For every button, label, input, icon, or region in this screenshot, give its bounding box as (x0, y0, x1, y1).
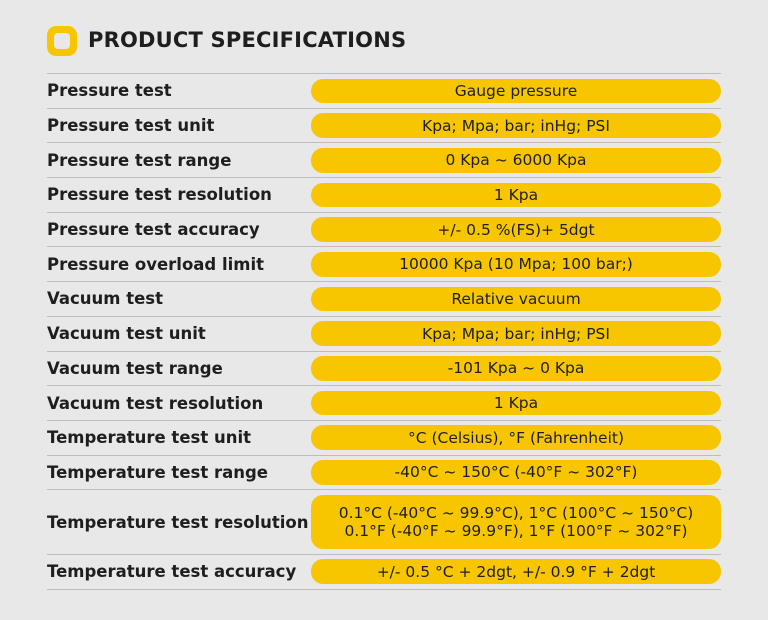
value-line: 1 Kpa (493, 185, 539, 204)
spec-row: Pressure test range 0 Kpa ~ 6000 Kpa (47, 143, 721, 179)
value-line: Kpa; Mpa; bar; inHg; PSI (422, 324, 610, 343)
spec-value: 10000 Kpa (10 Mpa; 100 bar;) (311, 251, 721, 277)
value-line: °C (Celsius), °F (Fahrenheit) (407, 428, 625, 447)
spec-value: °C (Celsius), °F (Fahrenheit) (311, 425, 721, 451)
spec-label: Pressure test (47, 81, 172, 101)
title-icon (47, 26, 77, 56)
spec-label: Vacuum test unit (47, 324, 206, 344)
value-line: +/- 0.5 °C + 2dgt, +/- 0.9 °F + 2dgt (376, 562, 656, 581)
spec-label: Pressure overload limit (47, 254, 265, 274)
value-line: -101 Kpa ~ 0 Kpa (447, 359, 585, 378)
spec-label: Pressure test unit (47, 116, 215, 136)
spec-label: Pressure test range (47, 150, 232, 170)
spec-row: Pressure test unit Kpa; Mpa; bar; inHg; P… (47, 109, 721, 144)
spec-value: -40°C ~ 150°C (-40°F ~ 302°F) (311, 460, 721, 485)
spec-label: Temperature test resolution (47, 512, 309, 532)
spec-value: -101 Kpa ~ 0 Kpa (311, 356, 721, 381)
spec-row: Temperature test resolution 0.1°C (-40°C … (47, 490, 721, 555)
spec-label: Temperature test unit (47, 428, 251, 448)
spec-label: Temperature test accuracy (47, 562, 297, 582)
value-line: 10000 Kpa (10 Mpa; 100 bar;) (399, 255, 633, 274)
spec-value: 0.1°C (-40°C ~ 99.9°C), 1°C (100°C ~ 150… (311, 494, 721, 550)
spec-label: Pressure test resolution (47, 185, 272, 205)
value-line: Kpa; Mpa; bar; inHg; PSI (422, 116, 610, 135)
spec-value: 1 Kpa (311, 182, 721, 208)
spec-row: Vacuum test resolution 1 Kpa (47, 386, 721, 421)
spec-row: Pressure test resolution 1 Kpa (47, 178, 721, 213)
value-line: 0 Kpa ~ 6000 Kpa (445, 151, 587, 170)
spec-value: +/- 0.5 %(FS)+ 5dgt (311, 217, 721, 242)
spec-label: Vacuum test (47, 289, 163, 309)
spec-value: 1 Kpa (311, 390, 721, 416)
spec-table: Pressure test Gauge pressure Pressure test… (47, 73, 721, 590)
spec-row: Temperature test unit °C (Celsius), °F (F… (47, 421, 721, 456)
value-line: 1 Kpa (493, 394, 539, 413)
spec-label: Temperature test range (47, 462, 268, 482)
value-line: 0.1°C (-40°C ~ 99.9°C), 1°C (100°C ~ 150… (338, 504, 694, 523)
spec-row: Pressure test Gauge pressure (47, 74, 721, 109)
spec-value: Gauge pressure (311, 78, 721, 104)
spec-row: Vacuum test Relative vacuum (47, 282, 721, 317)
spec-label: Pressure test accuracy (47, 220, 260, 240)
spec-value: +/- 0.5 °C + 2dgt, +/- 0.9 °F + 2dgt (311, 559, 721, 585)
spec-label: Vacuum test range (47, 358, 223, 378)
spec-value: Relative vacuum (311, 286, 721, 312)
spec-row: Pressure overload limit 10000 Kpa (10 Mpa… (47, 247, 721, 283)
spec-row: Vacuum test unit Kpa; Mpa; bar; inHg; PSI (47, 317, 721, 352)
spec-row: Pressure test accuracy +/- 0.5 %(FS)+ 5dg… (47, 213, 721, 248)
spec-value: Kpa; Mpa; bar; inHg; PSI (311, 113, 721, 138)
spec-row: Temperature test accuracy +/- 0.5 °C + 2d… (47, 555, 721, 590)
spec-row: Vacuum test range -101 Kpa ~ 0 Kpa (47, 352, 721, 387)
spec-label: Vacuum test resolution (47, 393, 264, 413)
value-line: 0.1°F (-40°F ~ 99.9°F), 1°F (100°F ~ 302… (344, 522, 688, 541)
value-line: Gauge pressure (454, 81, 578, 100)
spec-row: Temperature test range -40°C ~ 150°C (-40… (47, 456, 721, 491)
page-title: PRODUCT SPECIFICATIONS (88, 28, 407, 52)
spec-value: Kpa; Mpa; bar; inHg; PSI (311, 321, 721, 346)
spec-value: 0 Kpa ~ 6000 Kpa (311, 147, 721, 173)
value-line: -40°C ~ 150°C (-40°F ~ 302°F) (394, 463, 638, 482)
value-line: Relative vacuum (451, 289, 581, 308)
value-line: +/- 0.5 %(FS)+ 5dgt (437, 220, 595, 239)
